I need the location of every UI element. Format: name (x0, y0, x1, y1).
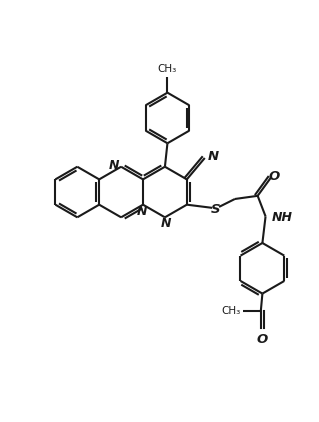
Text: N: N (208, 150, 219, 163)
Text: N: N (109, 159, 119, 172)
Text: O: O (269, 170, 280, 183)
Text: S: S (211, 203, 221, 216)
Text: N: N (161, 217, 171, 230)
Text: NH: NH (271, 211, 292, 224)
Text: O: O (257, 333, 268, 346)
Text: N: N (137, 205, 147, 217)
Text: CH₃: CH₃ (222, 306, 241, 316)
Text: CH₃: CH₃ (158, 64, 177, 74)
